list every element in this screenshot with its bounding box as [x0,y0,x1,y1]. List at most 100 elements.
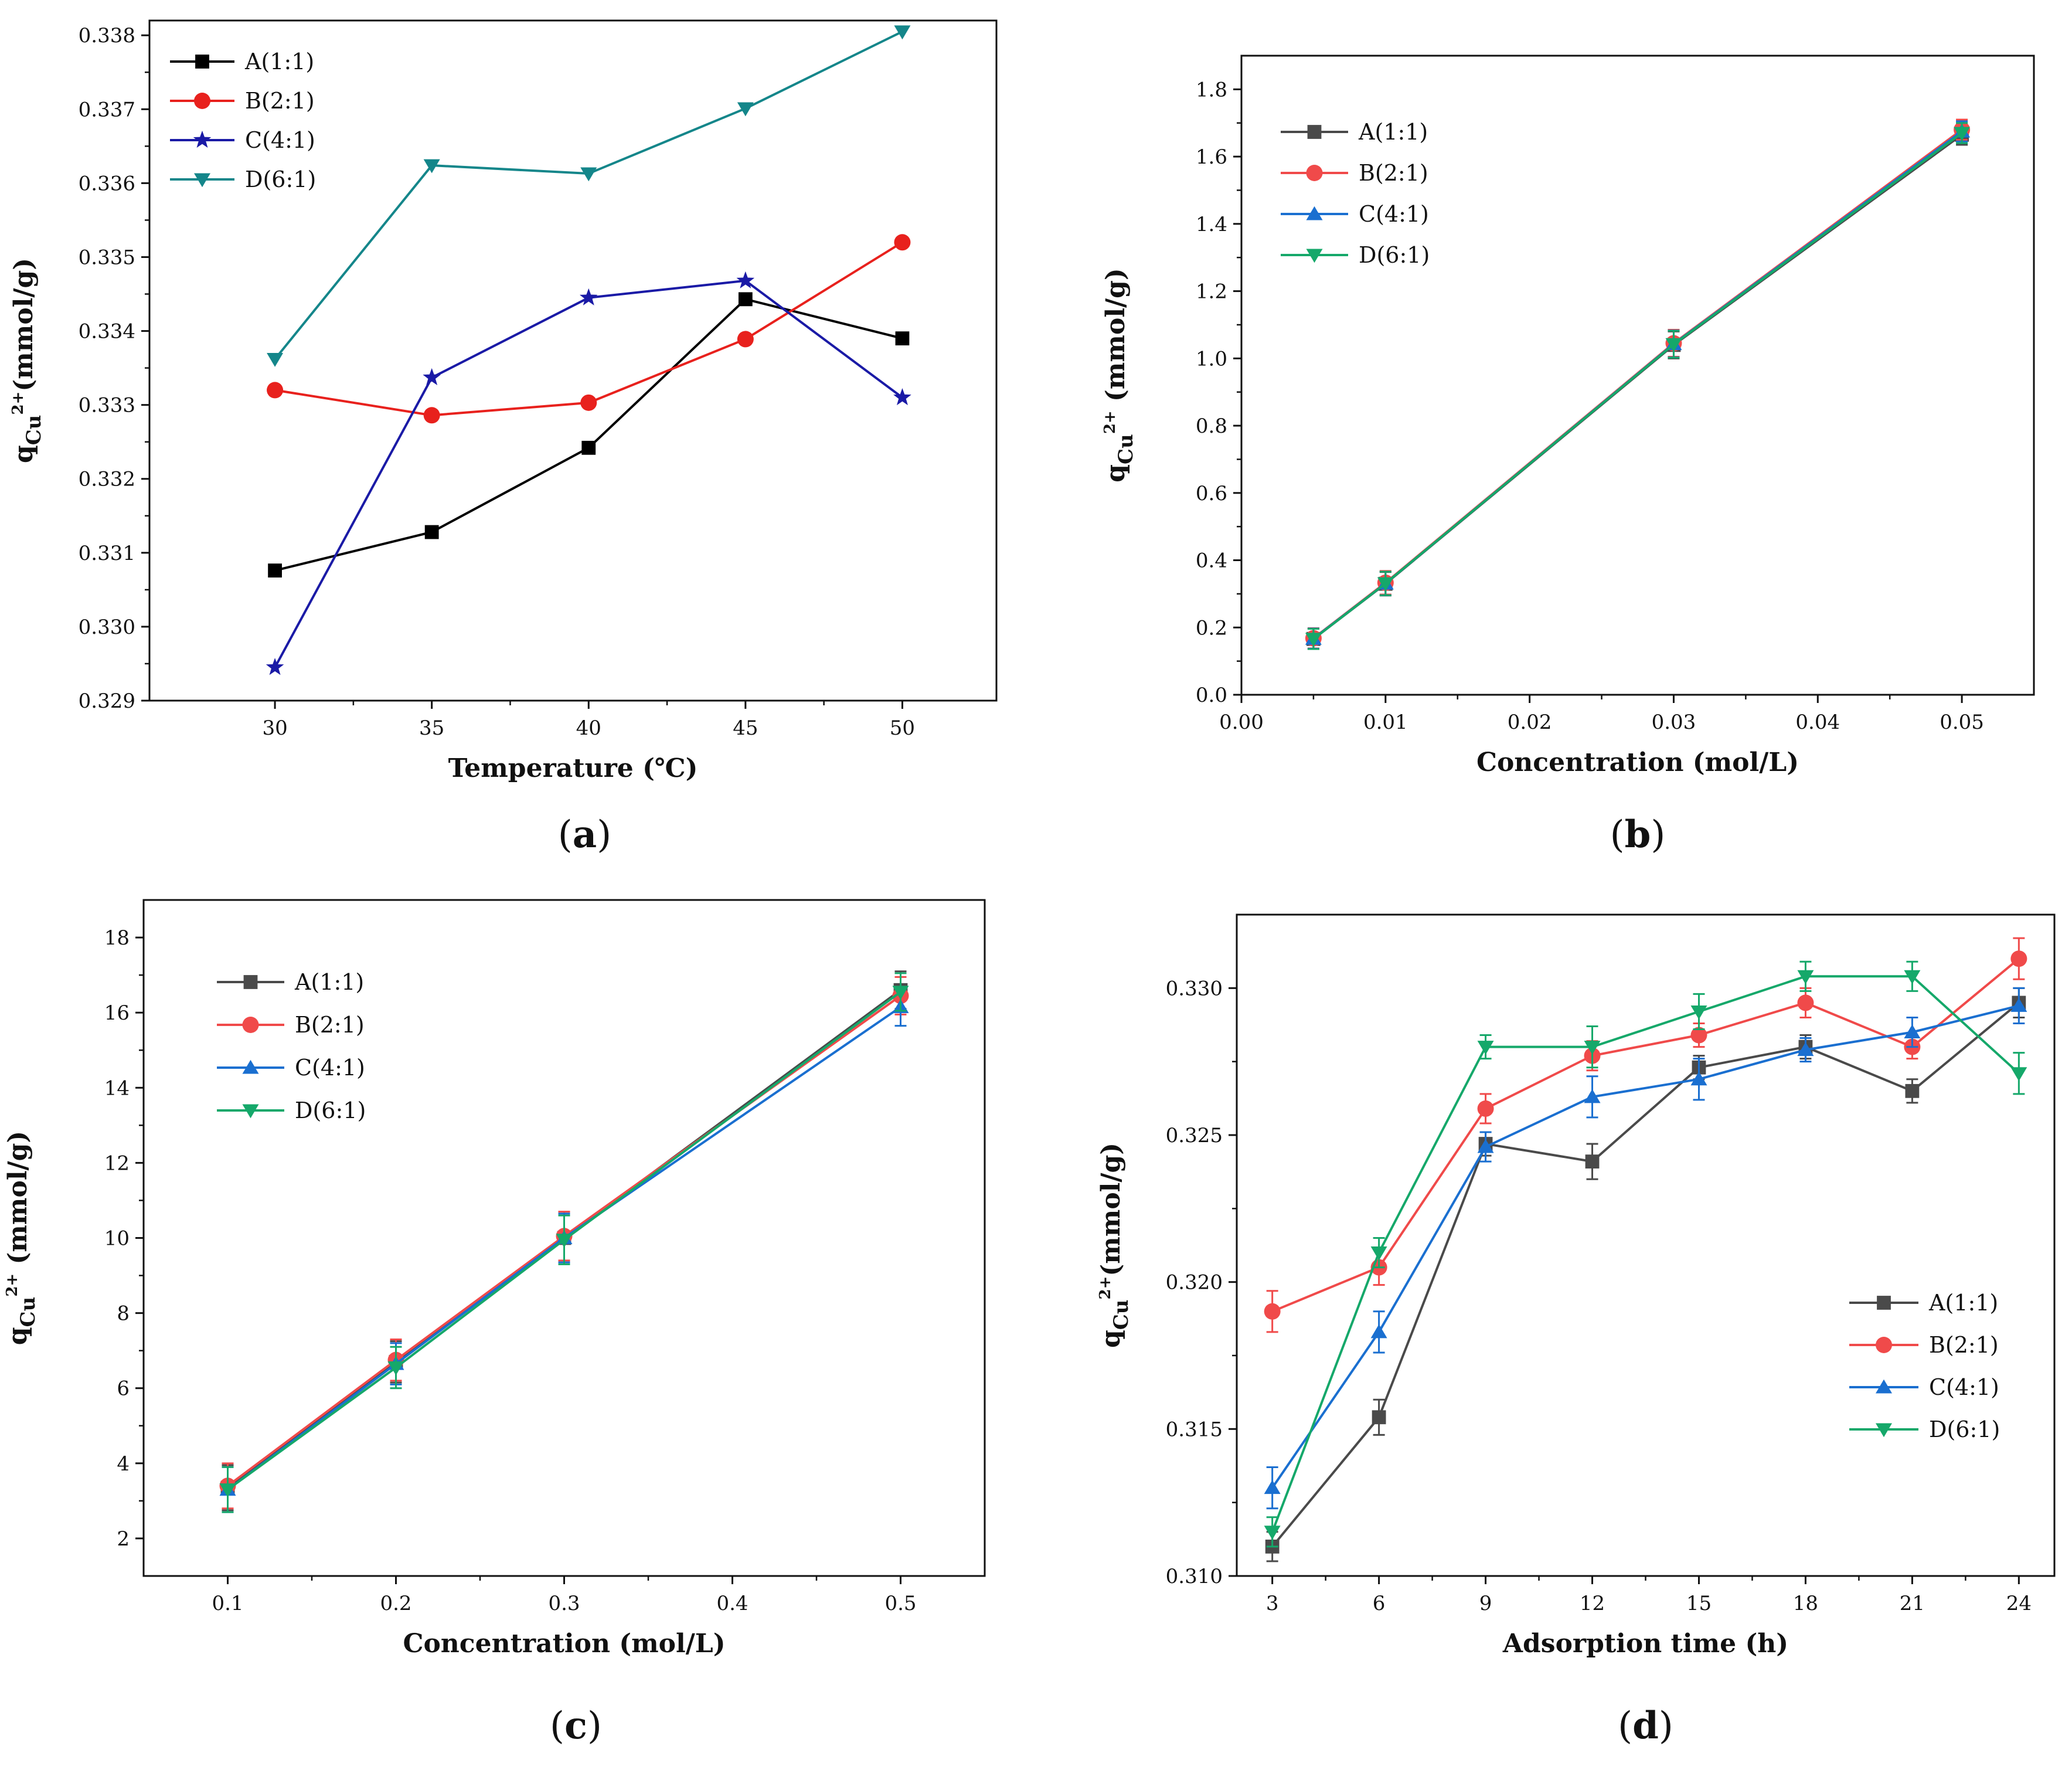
y-tick-label: 2 [117,1527,130,1551]
legend-label: A(1:1) [1928,1290,1998,1316]
legend-label: B(2:1) [1929,1332,1999,1358]
data-point [1665,338,1682,352]
series-line [274,298,903,572]
data-point [1372,1410,1386,1425]
y-title-sub: Cu [1114,434,1138,464]
legend-marker [1876,1379,1892,1394]
data-point [579,288,598,305]
series-A(1:1) [268,292,910,578]
panel-label-letter: d [1632,1704,1659,1748]
legend-label: B(2:1) [245,88,315,114]
data-point [1264,1303,1281,1320]
data-point [1690,1071,1707,1086]
series-line [1271,1001,2020,1548]
y-title-sup: 2+ [9,392,27,415]
data-point [1477,1041,1494,1055]
panel-label-open: ( [1618,1704,1632,1748]
y-title-unit: (mmol/g) [9,258,39,392]
y-tick-label: 6 [117,1377,130,1401]
legend-label: C(4:1) [1929,1374,1999,1400]
legend-label: D(6:1) [295,1098,366,1123]
y-tick-label: 10 [104,1227,130,1251]
series-line [1271,957,2020,1313]
data-point [1797,1042,1814,1057]
data-point [2010,1067,2027,1082]
data-point [1477,1100,1494,1117]
y-title-q: q [1101,464,1131,483]
legend-marker [242,1017,259,1033]
y-tick-label: 16 [104,1001,130,1025]
x-tick-label: 45 [733,716,758,740]
data-point [1904,970,1921,984]
series-line [274,279,903,668]
y-title-sup: 2+ [1101,410,1119,434]
y-tick-label: 0.331 [79,542,135,565]
series-line [274,30,903,360]
plot-frame [148,19,998,702]
y-title-sub: Cu [1110,1300,1133,1330]
y-tick-label: 12 [104,1151,130,1175]
data-point [1377,577,1394,592]
x-tick-label: 35 [419,716,444,740]
legend-label: C(4:1) [1359,201,1429,227]
x-tick-label: 0.5 [884,1592,916,1615]
legend-label: D(6:1) [245,167,316,192]
data-point [1585,1154,1600,1169]
x-axis-title: Adsorption time (h) [1502,1629,1788,1659]
series-line [1271,1004,2019,1489]
legend-marker [194,173,210,188]
legend: A(1:1) B(2:1) C(4:1) D(6:1) [1281,119,1430,268]
y-tick-label: 1.0 [1196,347,1227,371]
data-point [894,25,911,40]
data-point [736,271,755,288]
legend-marker [195,55,209,69]
y-title-unit: (mmol/g) [1101,268,1131,410]
data-point [424,525,439,539]
panel-d: 3 6 9 12 15 18 21 24 0.310 0.315 0.320 0.325 0.330 Ad… [1096,913,2056,1748]
data-point [737,331,754,348]
legend-label: C(4:1) [245,127,315,153]
data-point [893,388,911,406]
data-point [387,1361,404,1375]
data-point [423,159,440,174]
data-point [580,167,597,182]
data-point [738,292,753,307]
legend-marker [1877,1296,1891,1310]
legend-marker [1306,165,1323,181]
y-tick-label: 0.333 [79,394,135,417]
y-title-unit: (mmol/g) [1096,1143,1126,1276]
x-tick-label: 0.2 [380,1592,411,1615]
y-title-sub: Cu [22,415,46,446]
legend-label: C(4:1) [295,1055,365,1081]
y-title-unit: (mmol/g) [3,1131,33,1273]
legend: A(1:1) B(2:1) C(4:1) D(6:1) [217,969,366,1123]
x-tick-label: 0.4 [716,1592,748,1615]
panel-label: (a) [558,813,611,857]
legend-marker [242,1104,259,1119]
y-tick-label: 1.4 [1196,213,1227,236]
x-tick-label: 0.05 [1940,711,1984,734]
plot-frame [1240,55,2035,696]
data-point [268,563,282,578]
x-tick-label: 0.3 [548,1592,580,1615]
data-point [423,368,441,386]
y-tick-label: 18 [104,926,130,950]
legend-marker [1876,1423,1892,1438]
y-tick-label: 0.4 [1196,549,1227,573]
data-point [1690,1027,1707,1044]
panel-label-letter: c [564,1704,587,1748]
y-title-sup: 2+ [1097,1276,1114,1300]
panel-label: (b) [1610,813,1666,857]
series-D(6:1) [1264,960,2027,1548]
x-tick-label: 24 [2006,1592,2032,1615]
series-line [1312,132,1963,640]
data-point [1905,1083,1920,1098]
legend-marker [242,1059,259,1074]
data-point [1370,1324,1387,1339]
y-tick-label: 0.320 [1166,1271,1223,1295]
data-point [580,394,597,411]
panel-label-close: ) [1651,813,1665,857]
plot-frame [1236,913,2056,1577]
x-tick-label: 0.02 [1508,711,1552,734]
y-tick-label: 0.6 [1196,482,1227,505]
